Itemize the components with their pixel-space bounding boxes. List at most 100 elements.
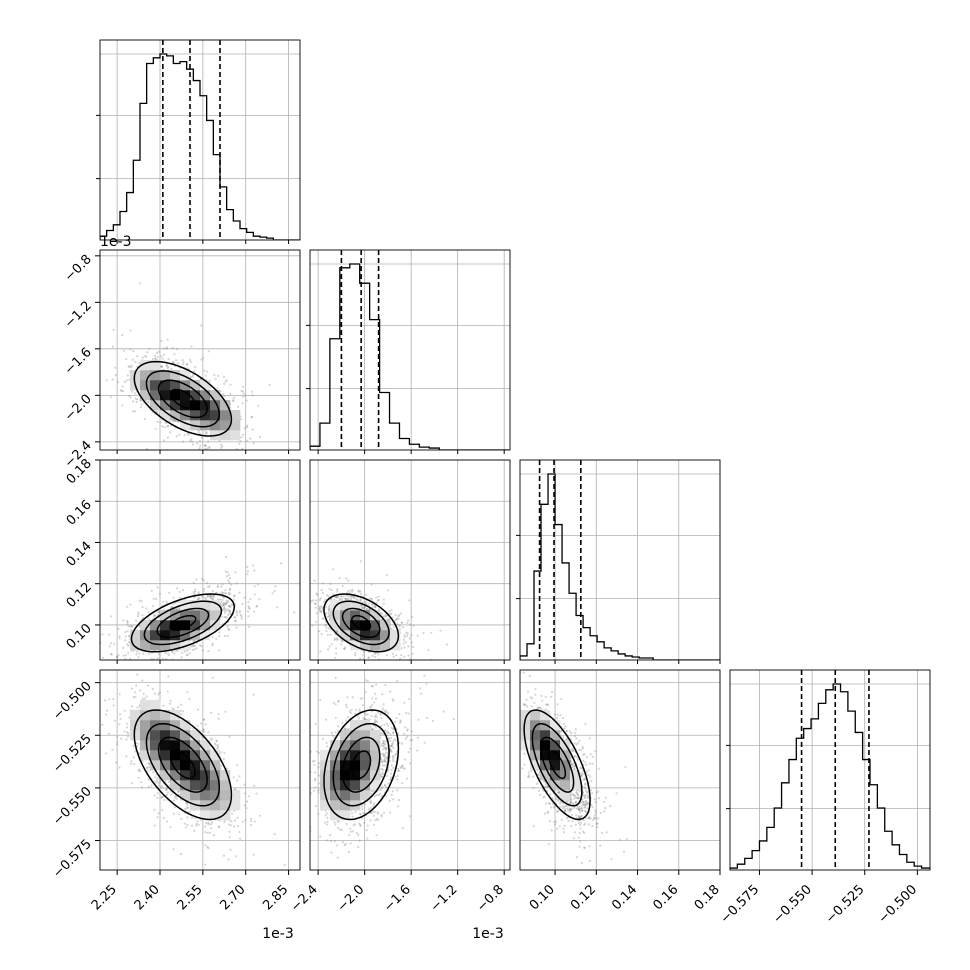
sample-point <box>186 806 190 810</box>
sample-point <box>157 652 161 655</box>
density-block <box>340 610 351 621</box>
density-block <box>190 610 201 621</box>
sample-point <box>350 595 353 598</box>
sample-point <box>247 610 250 613</box>
sample-point <box>160 784 163 788</box>
sample-point <box>242 385 245 388</box>
sample-point <box>163 426 166 429</box>
sample-point <box>161 357 164 360</box>
sample-point <box>293 657 295 659</box>
sample-point <box>217 825 220 829</box>
sample-point <box>250 823 253 827</box>
contour-line <box>143 600 223 646</box>
sample-point <box>293 611 296 614</box>
sample-point <box>408 637 411 640</box>
sample-point <box>136 615 139 618</box>
sample-point <box>167 358 170 361</box>
sample-point <box>331 568 335 571</box>
sample-point <box>385 614 388 617</box>
sample-point <box>139 282 142 285</box>
sample-point <box>171 650 174 653</box>
sample-point <box>211 636 214 639</box>
sample-point <box>221 445 224 448</box>
sample-point <box>189 358 192 362</box>
sample-point <box>400 664 402 666</box>
sample-point <box>152 358 155 361</box>
sample-point <box>234 571 237 574</box>
sample-point <box>124 654 127 657</box>
sample-point <box>318 608 321 611</box>
sample-point <box>129 348 132 351</box>
sample-point <box>162 347 165 350</box>
density-block <box>230 420 241 431</box>
sample-point <box>111 748 114 751</box>
sample-point <box>173 353 176 356</box>
sample-point <box>161 365 164 368</box>
sample-point <box>305 587 307 589</box>
sample-point <box>373 652 376 655</box>
sample-point <box>190 360 193 363</box>
sample-point <box>210 827 213 830</box>
sample-point <box>141 697 144 701</box>
sample-point <box>224 592 227 595</box>
sample-point <box>238 830 241 834</box>
sample-point <box>226 634 229 638</box>
sample-point <box>185 654 188 657</box>
sample-point <box>228 587 232 590</box>
density-block <box>220 420 231 431</box>
sample-point <box>221 598 224 602</box>
sample-point <box>233 595 236 598</box>
sample-point <box>91 600 93 602</box>
sample-point <box>175 587 179 590</box>
sample-point <box>285 635 287 637</box>
contour-line <box>351 614 372 631</box>
sample-point <box>108 698 111 701</box>
sample-point <box>342 595 345 598</box>
sample-point <box>177 706 180 709</box>
sample-point <box>217 717 220 720</box>
sample-point <box>385 654 388 657</box>
sample-point <box>390 612 393 616</box>
sample-point <box>362 657 365 660</box>
sample-point <box>137 611 140 614</box>
sample-point <box>249 820 253 823</box>
contour-line <box>332 600 390 646</box>
sample-point <box>318 610 322 613</box>
contour-line <box>156 607 210 639</box>
sample-point <box>206 594 210 597</box>
sample-point <box>327 605 331 609</box>
sample-point <box>140 403 143 406</box>
sample-point <box>247 605 250 608</box>
sample-point <box>97 649 99 651</box>
sample-point <box>377 667 379 669</box>
sample-point <box>126 623 129 626</box>
sample-point <box>235 611 238 615</box>
sample-point <box>101 723 104 726</box>
sample-point <box>146 401 150 404</box>
density-block <box>160 610 171 621</box>
density-block <box>160 620 171 631</box>
sample-point <box>168 431 172 434</box>
sample-point <box>202 590 205 593</box>
sample-point <box>134 360 137 363</box>
sample-point <box>403 634 406 637</box>
sample-point <box>246 426 249 429</box>
sample-point <box>158 654 161 657</box>
sample-point <box>213 595 216 598</box>
sample-point <box>306 626 308 628</box>
density-block <box>180 630 191 641</box>
sample-point <box>439 629 442 632</box>
density-block <box>220 400 231 411</box>
sample-point <box>388 617 391 621</box>
sample-point <box>153 613 156 616</box>
density-block <box>390 630 401 641</box>
sample-point <box>393 675 395 677</box>
sample-point <box>351 595 354 598</box>
sample-point <box>115 655 118 659</box>
sample-point <box>379 661 381 663</box>
sample-point <box>256 604 259 608</box>
sample-point <box>402 642 405 645</box>
sample-point <box>154 357 157 360</box>
sample-point <box>142 692 145 695</box>
sample-point <box>367 656 370 659</box>
